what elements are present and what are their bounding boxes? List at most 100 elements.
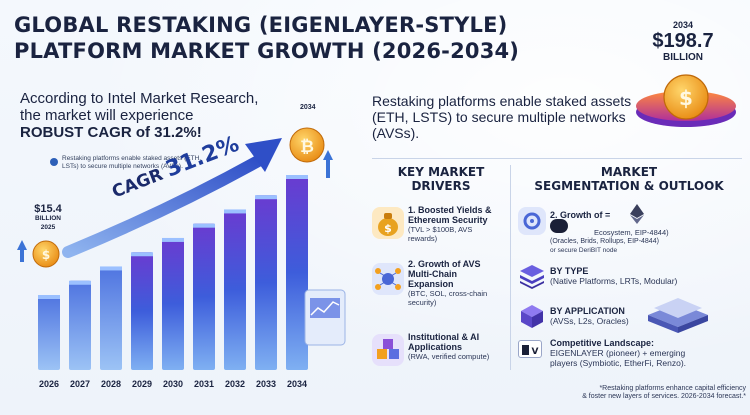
bar-2031 xyxy=(193,223,215,370)
drivers-heading-l2: DRIVERS xyxy=(411,179,471,193)
driver-3-sub-l1: (RWA, verified compute) xyxy=(408,352,490,361)
platform-illustration-icon xyxy=(648,298,708,333)
logos-icon: V xyxy=(518,340,542,358)
driver-2-sub-l1: (BTC, SOL, cross-chain xyxy=(408,289,488,298)
growth-sub-1: (Oracles, Brids, Rollups, EIP-4844) xyxy=(550,238,659,245)
bar-2026 xyxy=(38,295,60,370)
driver-1-title-l1: 1. Boosted Yields & xyxy=(408,205,492,215)
driver-1-title-l2: Ethereum Security xyxy=(408,215,488,225)
bar-top-2034 xyxy=(286,175,308,179)
driver-3-title-l2: Applications xyxy=(408,342,463,352)
bar-top-2028 xyxy=(100,266,122,271)
x-tick-label: 2030 xyxy=(162,379,184,389)
up-arrow-2034-icon xyxy=(323,150,333,178)
title-line-2: PLATFORM MARKET GROWTH (2026-2034) xyxy=(14,39,520,63)
growth-sub-2: or secure DeriBIT node xyxy=(550,247,618,254)
end-value-label: 2034 $198.7 BILLION xyxy=(627,20,739,63)
bitcoin-coin-icon: ₿ xyxy=(289,127,325,163)
intro-text: According to Intel Market Research, the … xyxy=(20,90,320,141)
driver-2-sub-l2: security) xyxy=(408,298,437,307)
driver-2-title-l3: Expansion xyxy=(408,279,454,289)
footnote: *Restaking platforms enhance capital eff… xyxy=(514,385,746,401)
competitive-line-2: players (Symbiotic, EtherFi, Renzo). xyxy=(550,358,687,368)
intro-line-3: ROBUST CAGR of 31.2%! xyxy=(20,124,202,141)
bar-top-2030 xyxy=(162,237,184,242)
bar-top-2032 xyxy=(224,209,246,214)
application-sub: (AVSs, L2s, Oracles) xyxy=(550,316,629,326)
bar-2034 xyxy=(286,175,308,370)
intro-line-1: According to Intel Market Research, xyxy=(20,90,259,107)
footnote-l1: *Restaking platforms enhance capital eff… xyxy=(599,385,746,392)
bar-top-2026 xyxy=(38,295,60,299)
bar-2029 xyxy=(131,252,153,370)
driver-1-sub-l2: rewards) xyxy=(408,234,438,243)
svg-text:$: $ xyxy=(42,248,50,262)
divider xyxy=(372,158,742,159)
bar-top-2033 xyxy=(255,195,277,200)
driver-2-title-l2: Multi-Chain xyxy=(408,269,457,279)
footnote-l2: & foster new layers of services. 2026-20… xyxy=(582,393,746,400)
right-lead-text: Restaking platforms enable staked assets… xyxy=(372,93,632,141)
bars-group xyxy=(38,175,308,370)
growth-title: 2. Growth of = xyxy=(550,210,611,220)
x-tick-label: 2029 xyxy=(131,379,153,389)
driver-2-title-l1: 2. Growth of AVS xyxy=(408,259,481,269)
application-title: BY APPLICATION xyxy=(550,306,625,316)
intro-line-2: the market will experience xyxy=(20,107,194,124)
start-value-label: $15.4 BILLION 2025 xyxy=(28,203,68,232)
column-divider xyxy=(510,165,511,370)
blocks-icon xyxy=(372,334,404,366)
bar-top-2027 xyxy=(69,280,91,285)
layers-icon xyxy=(518,262,546,290)
growth-arrow xyxy=(62,154,266,258)
bar-top-2029 xyxy=(131,252,153,257)
driver-3-title-l1: Institutional & AI xyxy=(408,332,480,342)
end-year-small: 2034 xyxy=(300,104,316,111)
big-coin-icon: $ xyxy=(636,74,736,127)
svg-text:₿: ₿ xyxy=(300,137,314,157)
bar-2033 xyxy=(255,195,277,370)
drivers-heading: KEY MARKET DRIVERS xyxy=(372,165,510,193)
type-title: BY TYPE xyxy=(550,266,589,276)
bar-top-2031 xyxy=(193,223,215,228)
up-arrow-icon xyxy=(17,240,27,262)
dashboard-illustration-icon xyxy=(304,289,346,346)
segmentation-heading: MARKET SEGMENTATION & OUTLOOK xyxy=(514,165,744,193)
end-unit: BILLION xyxy=(663,52,703,63)
page-title: GLOBAL RESTAKING (EIGENLAYER-STYLE) PLAT… xyxy=(14,12,604,64)
gear-icon xyxy=(518,207,546,235)
solana-icon xyxy=(550,219,568,233)
competitive-title: Competitive Landscape: xyxy=(550,338,655,348)
competitive-line-1: EIGENLAYER (pioneer) + emerging xyxy=(550,348,686,358)
end-amount: $198.7 xyxy=(652,30,714,52)
driver-1-sub-l1: (TVL > $100B, AVS xyxy=(408,225,473,234)
svg-text:$: $ xyxy=(384,222,392,235)
segmentation-heading-l2: SEGMENTATION & OUTLOOK xyxy=(534,179,724,193)
cube-icon xyxy=(518,302,546,330)
x-tick-label: 2027 xyxy=(69,379,91,389)
start-amount: $15.4 xyxy=(34,203,62,215)
x-tick-label: 2031 xyxy=(193,379,215,389)
end-year: 2034 xyxy=(672,20,694,30)
start-unit: BILLION xyxy=(35,215,61,222)
growth-eco: Ecosystem, EIP-4844) xyxy=(594,228,669,237)
growth-arrow-head xyxy=(245,138,282,172)
segmentation-heading-l1: MARKET xyxy=(600,165,658,179)
network-icon xyxy=(372,263,404,295)
x-tick-label: 2032 xyxy=(224,379,246,389)
x-tick-label: 2028 xyxy=(100,379,122,389)
drivers-heading-l1: KEY MARKET xyxy=(397,165,485,179)
x-tick-label: 2033 xyxy=(255,379,277,389)
svg-text:V: V xyxy=(532,347,539,357)
x-tick-label: 2026 xyxy=(38,379,60,389)
ethereum-icon xyxy=(626,203,648,225)
money-bag-icon: $ xyxy=(372,207,404,239)
x-tick-label: 2034 xyxy=(286,379,308,389)
start-coin-icon: $ xyxy=(32,240,60,268)
bar-2028 xyxy=(100,266,122,370)
chart-note: Restaking platforms enable staked assets… xyxy=(50,155,202,170)
bar-2030 xyxy=(162,237,184,370)
title-line-1: GLOBAL RESTAKING (EIGENLAYER-STYLE) xyxy=(14,13,508,37)
type-sub: (Native Platforms, LRTs, Modular) xyxy=(550,276,678,286)
